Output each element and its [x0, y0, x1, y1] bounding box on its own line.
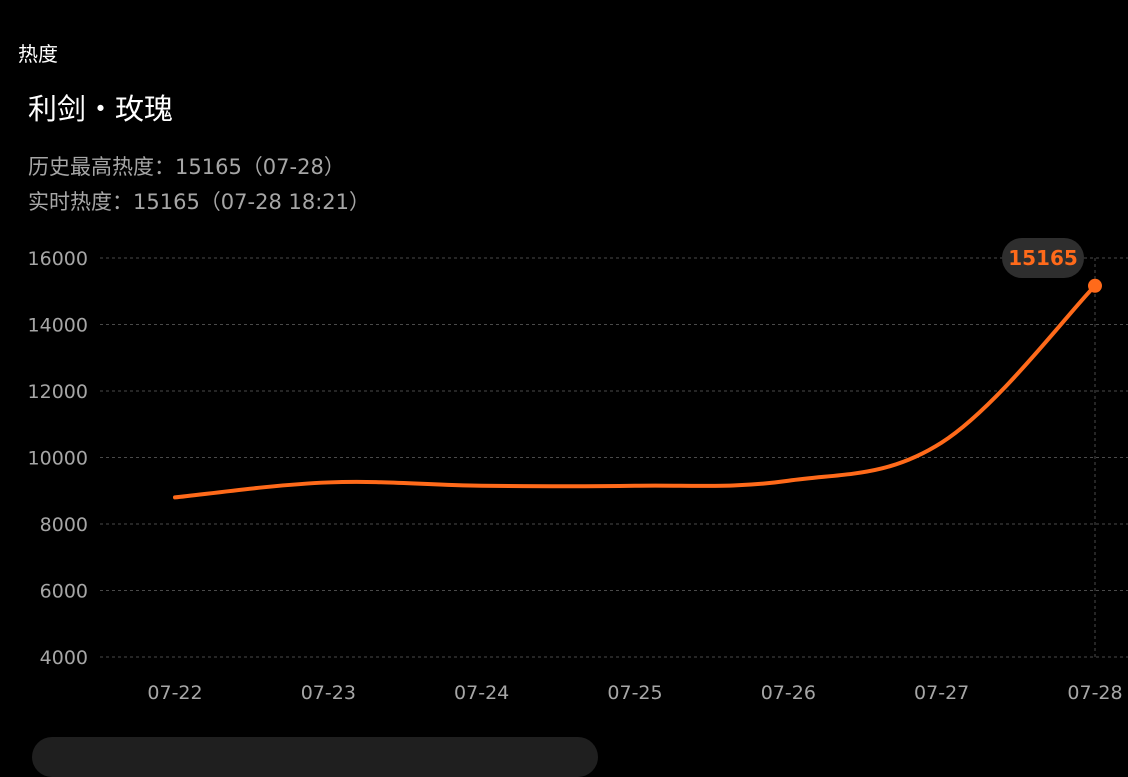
y-tick-label: 16000: [28, 248, 88, 270]
highlight-value-badge: [1002, 238, 1084, 278]
y-tick-label: 12000: [28, 381, 88, 403]
x-tick-label: 07-25: [607, 682, 662, 704]
highlight-layer[interactable]: 15165: [1002, 238, 1102, 657]
realtime-heat-text: 实时热度：15165（07-28 18:21）: [28, 190, 371, 214]
highlight-value-label: 15165: [1008, 246, 1078, 270]
x-tick-label: 07-27: [914, 682, 969, 704]
x-tick-label: 07-24: [454, 682, 509, 704]
x-tick-label: 07-26: [761, 682, 816, 704]
y-tick-label: 10000: [28, 448, 88, 470]
x-tick-label: 07-22: [147, 682, 202, 704]
series-layer: [173, 283, 1097, 500]
series-line: [173, 283, 1097, 500]
x-tick-label: 07-28: [1067, 682, 1122, 704]
section-label-heat: 热度: [18, 42, 58, 66]
highlight-point[interactable]: [1088, 278, 1102, 293]
peak-heat-text: 历史最高热度：15165（07-28）: [28, 155, 345, 179]
y-tick-label: 4000: [40, 647, 88, 669]
y-tick-label: 8000: [40, 514, 88, 536]
y-axis-ticks: 16000 14000 12000 10000 8000 6000 4000: [28, 248, 88, 669]
bottom-card[interactable]: [32, 737, 598, 777]
drama-title: 利剑・玫瑰: [28, 92, 174, 126]
grid-lines: [100, 257, 1128, 658]
x-tick-label: 07-23: [301, 682, 356, 704]
x-axis-ticks: 07-22 07-23 07-24 07-25 07-26 07-27 07-28: [147, 682, 1122, 704]
y-tick-label: 6000: [40, 581, 88, 603]
y-tick-label: 14000: [28, 315, 88, 337]
